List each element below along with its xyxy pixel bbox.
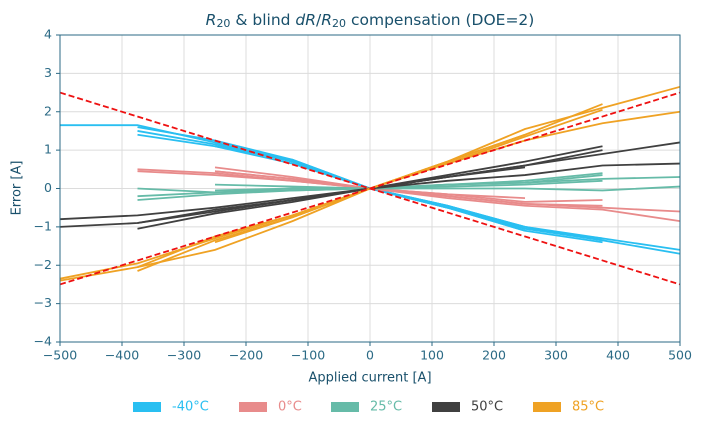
legend-label: -40°C	[172, 400, 209, 415]
x-tick-label: 200	[482, 348, 506, 363]
y-axis-label: Error [A]	[10, 161, 25, 216]
y-tick-label: 1	[44, 142, 52, 157]
y-tick-label: 3	[44, 65, 52, 80]
title-part: /	[316, 11, 322, 29]
y-tick-label: 0	[44, 180, 52, 195]
chart-title: R20 & blind dR/R20 compensation (DOE=2)	[206, 11, 535, 31]
legend-swatch	[239, 402, 267, 412]
legend-swatch	[331, 402, 359, 412]
x-tick-label: −500	[43, 348, 77, 363]
x-tick-label: −200	[229, 348, 263, 363]
y-tick-label: −4	[34, 334, 52, 349]
legend-swatch	[533, 402, 561, 412]
y-tick-label: 4	[44, 27, 52, 42]
x-tick-label: 0	[366, 348, 374, 363]
legend-label: 0°C	[278, 400, 302, 415]
x-tick-label: 500	[668, 348, 692, 363]
legend-label: 85°C	[572, 400, 604, 415]
x-tick-label: 100	[420, 348, 444, 363]
plot-area	[59, 85, 681, 286]
reference-line	[59, 91, 681, 286]
title-part: R	[321, 11, 332, 29]
x-tick-label: −300	[167, 348, 201, 363]
title-part: dR	[295, 11, 316, 29]
y-tick-label: −1	[34, 218, 52, 233]
title-part: R	[206, 11, 217, 29]
title-part: compensation (DOE=2)	[346, 11, 534, 29]
title-part: 20	[216, 17, 230, 30]
legend: -40°C 0°C 25°C 50°C 85°C	[133, 400, 604, 415]
x-tick-label: 400	[606, 348, 630, 363]
title-part: 20	[332, 17, 346, 30]
x-tick-label: −400	[105, 348, 139, 363]
y-tick-label: 2	[44, 103, 52, 118]
title-part: & blind	[230, 11, 295, 29]
series-line	[214, 183, 681, 192]
legend-label: 50°C	[471, 400, 503, 415]
legend-swatch	[133, 402, 161, 412]
series-line	[214, 166, 681, 223]
x-tick-label: 300	[544, 348, 568, 363]
legend-label: 25°C	[370, 400, 402, 415]
x-axis-label: Applied current [A]	[308, 371, 431, 386]
legend-swatch	[432, 402, 460, 412]
x-tick-label: −100	[291, 348, 325, 363]
y-tick-label: −2	[34, 257, 52, 272]
ticks: −500 −400 −300 −200 −100 0 100 200 300 400 500 −4 −3…	[34, 27, 692, 363]
y-tick-label: −3	[34, 295, 52, 310]
